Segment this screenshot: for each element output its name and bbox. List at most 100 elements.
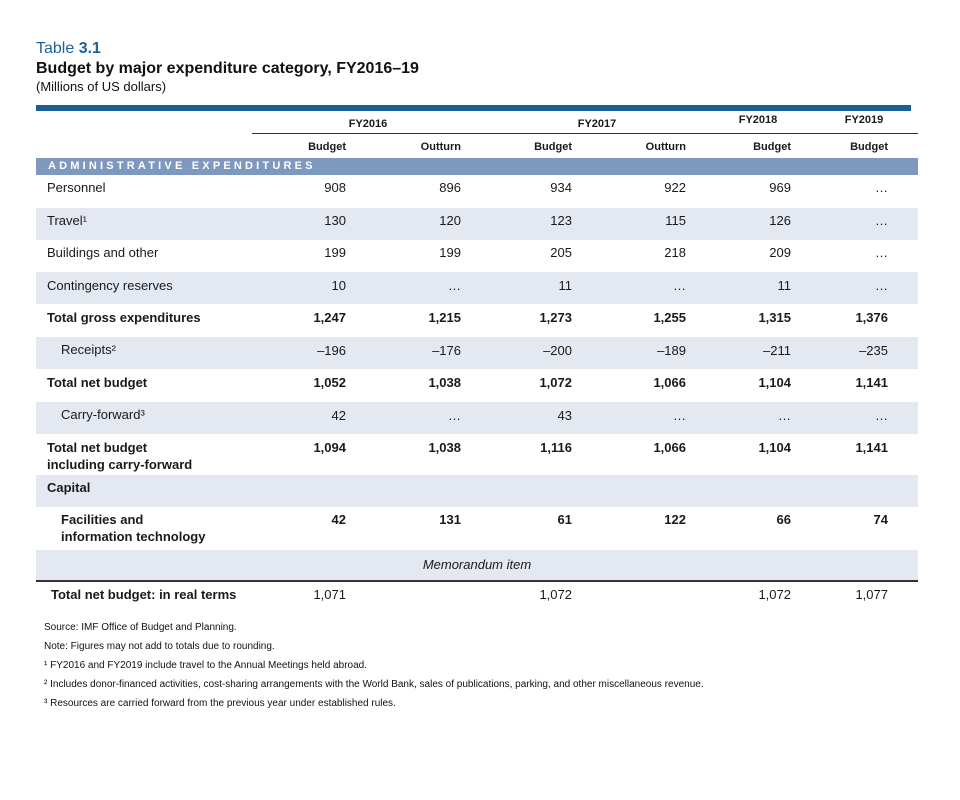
cell: 1,072 [539,375,572,390]
cell: 1,038 [428,375,461,390]
cell: … [875,245,888,260]
section-bar: ADMINISTRATIVE EXPENDITURES [36,158,918,175]
cell: 1,072 [758,587,791,602]
cell: 199 [439,245,461,260]
cell: 209 [769,245,791,260]
year-header-fy2016: FY2016 [348,118,388,130]
table-number: 3.1 [78,40,101,57]
cell: 1,315 [758,310,791,325]
cell: –176 [432,343,461,358]
cell: 1,066 [653,375,686,390]
note: Note: Figures may not add to totals due … [44,641,275,652]
top-rule [36,105,911,111]
cell: … [673,278,686,293]
cell: 969 [769,180,791,195]
table-title: Budget by major expenditure category, FY… [36,60,419,77]
row-label: Buildings and other [47,245,159,260]
cell: … [875,180,888,195]
cell: 1,215 [428,310,461,325]
cell: 126 [769,213,791,228]
col-header: Budget [308,141,346,153]
cell: 1,141 [855,440,888,455]
cell: 11 [777,278,792,293]
cell: 218 [664,245,686,260]
cell: … [448,408,461,423]
table-row: Total net budget including carry-forward … [36,434,918,475]
table-row: Total net budget: in real terms 1,071 1,… [36,582,918,610]
cell: … [875,408,888,423]
cell: 131 [439,512,461,527]
cell: 120 [439,213,461,228]
table-row: Buildings and other 199 199 205 218 209 … [36,240,918,272]
table-row: Contingency reserves 10 … 11 … 11 … [36,272,918,304]
cell: 42 [331,408,346,423]
cell: 934 [550,180,572,195]
table-row: Personnel 908 896 934 922 969 … [36,175,918,208]
row-label: Total gross expenditures [47,310,201,325]
header-rule [252,133,918,134]
cell: 1,077 [855,587,888,602]
row-label: Personnel [47,180,106,195]
bottom-rule [36,580,918,582]
cell: 1,104 [758,440,791,455]
cell: –211 [763,343,791,358]
table-row: Memorandum item [36,550,918,580]
cell: 122 [664,512,686,527]
year-header-fy2019: FY2019 [844,114,884,126]
cell: –235 [859,343,888,358]
row-label: Capital [47,480,91,495]
cell: 1,052 [313,375,346,390]
cell: 1,116 [540,440,572,455]
table-row: Carry-forward³ 42 … 43 … … … [36,402,918,434]
table-subtitle: (Millions of US dollars) [36,79,167,94]
row-label-line: Facilities and [61,512,144,527]
note-source: Source: IMF Office of Budget and Plannin… [44,622,237,633]
cell: 130 [324,213,346,228]
col-header: Outturn [420,141,461,153]
cell: 43 [557,408,572,423]
cell: 10 [331,278,346,293]
cell: 922 [664,180,686,195]
cell: … [875,213,888,228]
cell: –200 [543,343,572,358]
cell: –189 [657,343,686,358]
cell: 1,273 [539,310,572,325]
cell: … [875,278,888,293]
row-label: Receipts² [61,342,116,357]
cell: 1,247 [313,310,346,325]
cell: … [778,408,791,423]
cell: 123 [550,213,572,228]
cell: 1,376 [855,310,888,325]
cell: 1,066 [653,440,686,455]
section-title: ADMINISTRATIVE EXPENDITURES [48,160,316,172]
cell: 1,071 [313,587,346,602]
year-header-fy2017: FY2017 [577,118,617,130]
row-label: Total net budget: in real terms [51,587,237,602]
cell: 205 [550,245,572,260]
cell: 1,255 [653,310,686,325]
year-header-fy2018: FY2018 [738,114,778,126]
row-label-line: Total net budget [47,440,148,455]
table-row: Receipts² –196 –176 –200 –189 –211 –235 [36,337,918,369]
cell: 1,072 [539,587,572,602]
table-row: Facilities and information technology 42 … [36,507,918,550]
table-row: Travel¹ 130 120 123 115 126 … [36,208,918,240]
table-label-prefix: Table [36,40,75,57]
row-label: Facilities and information technology [61,511,205,545]
cell: … [673,408,686,423]
cell: 896 [439,180,461,195]
row-label: Total net budget including carry-forward [47,439,192,473]
col-header: Outturn [645,141,686,153]
footnote-1: ¹ FY2016 and FY2019 include travel to th… [44,660,367,671]
row-label: Contingency reserves [47,278,173,293]
memorandum-label: Memorandum item [422,557,532,572]
table-row: Capital [36,475,918,507]
col-header: Budget [850,141,888,153]
cell: 42 [331,512,346,527]
col-header: Budget [753,141,791,153]
cell: 66 [776,512,791,527]
row-label: Carry-forward³ [61,407,145,422]
cell: 115 [665,213,686,228]
cell: 199 [324,245,346,260]
cell: 74 [873,512,888,527]
